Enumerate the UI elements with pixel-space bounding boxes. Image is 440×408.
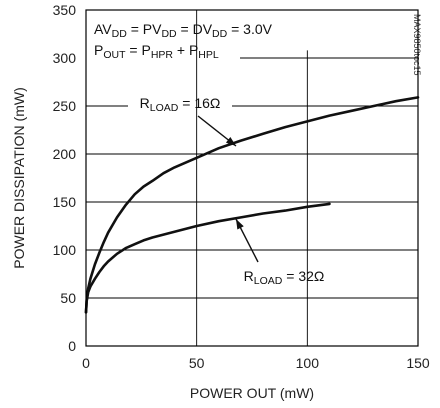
x-tick-label-0: 0 — [82, 355, 90, 371]
arrow-rload-16 — [197, 115, 237, 147]
x-axis-title: POWER OUT (mW) — [190, 385, 314, 401]
y-tick-label-50: 50 — [60, 290, 76, 306]
grid — [86, 10, 418, 346]
label-rload-16: RLOAD = 16Ω — [140, 95, 221, 114]
series-lines — [84, 96, 420, 314]
y-tick-label-0: 0 — [68, 338, 76, 354]
plot-frame — [85, 9, 419, 347]
y-tick-label-200: 200 — [53, 146, 77, 162]
tick-labels: 0 50 100 150 200 250 300 350 0 50 100 150 — [53, 2, 430, 371]
condition-supply-voltage: AVDD = PVDD = DVDD = 3.0V — [94, 21, 273, 40]
condition-power-definition: POUT = PHPR + PHPL — [94, 42, 219, 61]
y-tick-label-350: 350 — [53, 2, 77, 18]
series-line-rload-16 — [84, 96, 420, 314]
y-axis-title: POWER DISSIPATION (mW) — [11, 87, 27, 268]
y-tick-label-250: 250 — [53, 98, 77, 114]
y-tick-label-100: 100 — [53, 242, 77, 258]
label-rload-32: RLOAD = 32Ω — [244, 268, 325, 287]
x-tick-label-50: 50 — [189, 355, 205, 371]
x-tick-label-100: 100 — [296, 355, 320, 371]
figure-code: MAX9850toc15 — [412, 14, 422, 76]
annotations: AVDD = PVDD = DVDD = 3.0V POUT = PHPR + P… — [94, 14, 422, 287]
y-tick-label-150: 150 — [53, 194, 77, 210]
arrow-rload-32 — [235, 218, 259, 263]
series-line-rload-32 — [84, 202, 331, 314]
y-tick-label-300: 300 — [53, 50, 77, 66]
x-tick-label-150: 150 — [406, 355, 430, 371]
